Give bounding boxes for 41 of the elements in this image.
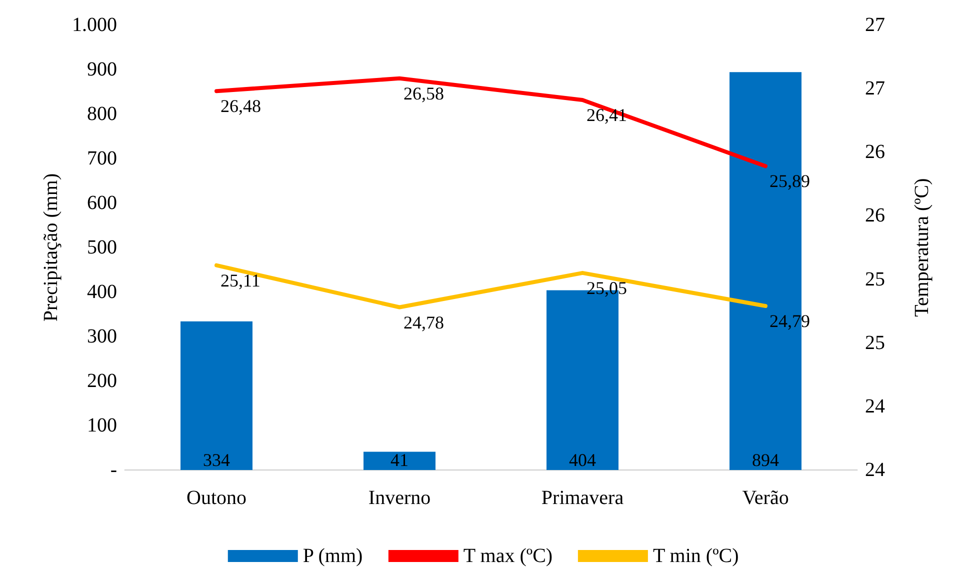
y2-tick-label: 24 (865, 395, 885, 418)
y2-tick-label: 27 (865, 78, 885, 100)
bar (364, 452, 436, 470)
line-series (214, 263, 768, 310)
data-label: 334 (203, 450, 230, 470)
y-axis-title: Precipitação (mm) (40, 173, 62, 322)
data-label: 25,11 (220, 270, 260, 290)
legend-label: T min (ºC) (652, 545, 739, 567)
y2-axis-title: Temperatura (ºC) (911, 178, 933, 317)
x-tick-label: Outono (186, 487, 246, 509)
y2-tick-label: 25 (865, 332, 885, 354)
y-tick-label: 800 (87, 103, 117, 125)
y2-tick-label: 27 (865, 14, 885, 36)
data-label: 26,48 (220, 96, 261, 116)
y2-tick-label: 26 (865, 141, 885, 164)
data-label: 894 (752, 450, 779, 470)
data-label: 24,78 (404, 312, 444, 332)
y-tick-label: 500 (87, 236, 117, 258)
data-label: 26,58 (404, 83, 444, 104)
y-tick-label: 600 (87, 192, 117, 214)
y-tick-label: 100 (87, 414, 117, 436)
y-tick-label: 700 (87, 148, 117, 170)
data-label: 26,41 (586, 105, 627, 126)
y-tick-label: 200 (87, 370, 117, 392)
x-tick-label: Primavera (541, 487, 624, 509)
legend-label: P (mm) (302, 545, 363, 567)
y-tick-label: 1.000 (72, 14, 117, 36)
y2-tick-label: 25 (865, 268, 885, 290)
y2-tick-label: 24 (865, 459, 885, 481)
x-tick-label: Verão (742, 487, 789, 509)
data-label: 41 (390, 450, 408, 470)
legend-label: T max (ºC) (463, 545, 553, 567)
y-tick-label: - (110, 459, 117, 481)
x-tick-label: Inverno (368, 487, 431, 509)
y2-tick-label: 26 (865, 204, 885, 227)
line-series (214, 76, 768, 168)
bar (180, 321, 252, 470)
y-tick-label: 300 (87, 326, 117, 348)
y-tick-label: 400 (87, 281, 117, 303)
data-label: 404 (569, 450, 596, 470)
y-tick-label: 900 (87, 58, 117, 80)
